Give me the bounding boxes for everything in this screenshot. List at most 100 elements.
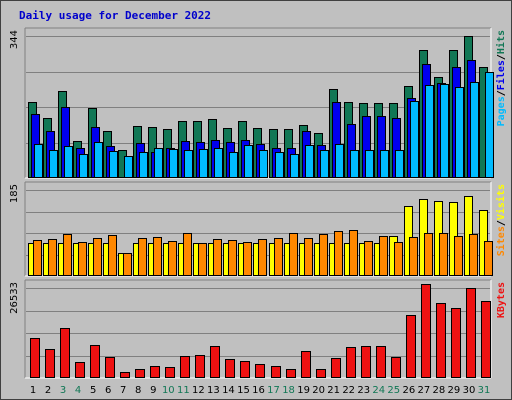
bar-kbytes — [180, 356, 190, 378]
bar-sites — [33, 240, 42, 276]
bar-sites — [48, 239, 57, 276]
legend-item: KBytes — [496, 282, 507, 318]
bar-sites — [334, 231, 343, 276]
bar-kbytes — [210, 346, 220, 378]
bar-sites — [108, 235, 117, 276]
x-tick-label: 8 — [135, 385, 141, 396]
bar-kbytes — [150, 366, 160, 378]
bar-kbytes — [60, 328, 70, 378]
x-tick-label: 22 — [342, 385, 355, 396]
bar-sites — [123, 253, 132, 276]
bar-pages — [169, 149, 178, 178]
legend-item: Files — [495, 60, 507, 90]
bar-pages — [244, 145, 253, 178]
x-axis-labels: 1 2 3 4 5 6 7 8 9 10 11 12 13 14 15 16 17 18 19 20 21 22 23 24 2… — [30, 385, 491, 396]
x-tick-label: 6 — [105, 385, 111, 396]
legend-item: Sites — [495, 226, 507, 256]
x-tick-label: 5 — [90, 385, 96, 396]
bar-sites — [138, 238, 147, 276]
bar-pages — [154, 148, 163, 178]
x-tick-label: 1 — [30, 385, 36, 396]
legend-bottom: KBytes — [496, 282, 507, 318]
bar-kbytes — [421, 284, 431, 378]
bar-pages — [320, 150, 329, 178]
bar-sites — [424, 233, 433, 276]
bar-sites — [349, 230, 358, 276]
x-tick-label: 16 — [252, 385, 265, 396]
bar-kbytes — [316, 369, 326, 378]
bar-sites — [319, 234, 328, 276]
bar-kbytes — [120, 372, 130, 378]
x-tick-label: 19 — [297, 385, 310, 396]
bar-sites — [304, 238, 313, 276]
x-tick-label: 23 — [357, 385, 370, 396]
bar-pages — [395, 150, 404, 178]
bar-pages — [214, 148, 223, 178]
legend-item: Hits — [495, 30, 507, 54]
bar-kbytes — [451, 308, 461, 378]
bar-sites — [274, 238, 283, 276]
bar-pages — [34, 144, 43, 178]
bar-pages — [79, 154, 88, 178]
bar-pages — [199, 149, 208, 178]
bar-pages — [94, 142, 103, 178]
bar-sites — [409, 237, 418, 276]
bar-sites — [364, 241, 373, 276]
panel-bottom: 26533 KBytes — [9, 279, 507, 379]
x-tick-label: 24 — [372, 385, 385, 396]
bar-pages — [290, 154, 299, 178]
x-tick-label: 13 — [207, 385, 220, 396]
series-sites — [33, 230, 493, 276]
bar-sites — [78, 242, 87, 276]
bar-kbytes — [30, 338, 40, 378]
bar-kbytes — [240, 361, 250, 378]
bar-sites — [243, 242, 252, 276]
bar-kbytes — [135, 369, 145, 378]
chart-title: Daily usage for December 2022 — [19, 9, 211, 22]
bar-sites — [228, 240, 237, 276]
legend-top: Pages/Files/Hits — [495, 30, 507, 126]
bar-kbytes — [90, 345, 100, 378]
bar-pages — [259, 150, 268, 178]
x-tick-label: 15 — [237, 385, 250, 396]
bar-kbytes — [75, 362, 85, 378]
bar-sites — [439, 233, 448, 276]
bar-kbytes — [165, 367, 175, 378]
bar-pages — [184, 150, 193, 178]
bar-kbytes — [346, 347, 356, 378]
legend-item: Pages — [496, 96, 507, 126]
x-tick-label: 3 — [60, 385, 66, 396]
x-tick-label: 26 — [402, 385, 415, 396]
bar-pages — [380, 150, 389, 178]
y-max-label: 185 — [9, 184, 20, 203]
series-pages — [34, 72, 494, 178]
bar-pages — [275, 152, 284, 178]
x-tick-label: 27 — [417, 385, 430, 396]
x-tick-label: 4 — [75, 385, 81, 396]
bar-sites — [168, 241, 177, 276]
bar-pages — [335, 144, 344, 178]
bar-pages — [485, 72, 494, 178]
x-tick-label: 31 — [478, 385, 491, 396]
bar-kbytes — [466, 288, 476, 378]
x-tick-label: 28 — [433, 385, 446, 396]
bar-sites — [379, 236, 388, 276]
y-max-label: 26533 — [9, 282, 20, 314]
x-tick-label: 9 — [150, 385, 156, 396]
legend-item: / — [496, 54, 507, 60]
bar-kbytes — [225, 359, 235, 378]
bar-kbytes — [436, 303, 446, 378]
bar-sites — [153, 237, 162, 276]
bar-sites — [183, 233, 192, 276]
bar-kbytes — [361, 346, 371, 378]
legend-item: Visits — [495, 184, 507, 220]
bar-sites — [213, 239, 222, 276]
bar-pages — [124, 156, 133, 178]
legend-item: / — [496, 220, 507, 226]
bar-kbytes — [376, 346, 386, 378]
x-tick-label: 2 — [45, 385, 51, 396]
bar-sites — [93, 238, 102, 276]
